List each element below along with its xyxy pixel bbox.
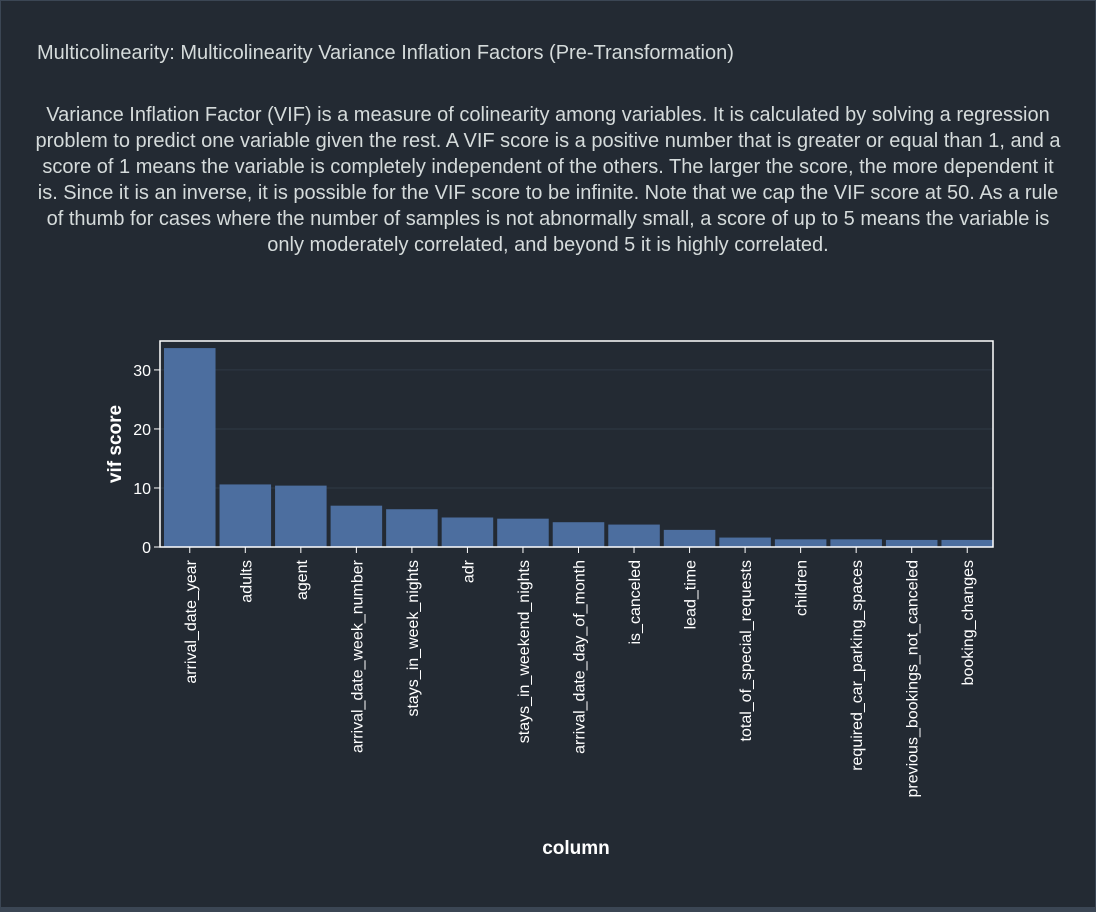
y-tick-label: 30	[133, 363, 151, 380]
x-tick-label: total_of_special_requests	[738, 560, 755, 741]
bars	[164, 348, 993, 547]
panel-description: Variance Inflation Factor (VIF) is a mea…	[35, 104, 1061, 256]
bar-is_canceled	[608, 524, 660, 547]
x-axis: arrival_date_year adults agent arrival_date…	[183, 547, 977, 798]
x-tick-label: stays_in_weekend_nights	[516, 560, 533, 743]
plot-frame	[159, 340, 994, 548]
x-tick-label: required_car_parking_spaces	[849, 560, 866, 771]
bar-adults	[219, 484, 272, 547]
x-axis-title: column	[542, 838, 610, 859]
bar-adr	[441, 517, 494, 547]
bar-stays_in_week_nights	[386, 509, 438, 547]
panel-title: Multicolinearity: Multicolinearity Varia…	[37, 42, 734, 64]
x-tick-label: previous_bookings_not_canceled	[905, 560, 922, 798]
x-tick-label: is_canceled	[627, 560, 644, 645]
bar-previous_bookings_not_canceled	[885, 539, 938, 547]
y-tick-label: 0	[142, 540, 151, 557]
x-tick-label: arrival_date_week_number	[349, 559, 366, 753]
x-tick-label: children	[794, 560, 811, 616]
x-tick-label: adults	[238, 560, 255, 603]
x-tick-label: lead_time	[683, 560, 700, 629]
x-tick-label: adr	[460, 559, 477, 583]
bar-arrival_date_year	[164, 348, 216, 547]
grid-lines	[160, 369, 993, 489]
y-axis: 0 10 20 30	[133, 363, 160, 557]
bar-lead_time	[663, 529, 716, 547]
bar-arrival_date_week_number	[330, 505, 383, 547]
bar-agent	[275, 485, 327, 547]
bar-required_car_parking_spaces	[830, 539, 882, 547]
bar-total_of_special_requests	[719, 537, 771, 547]
x-tick-label: arrival_date_year	[183, 559, 200, 683]
y-tick-label: 20	[133, 422, 151, 439]
bar-stays_in_weekend_nights	[497, 518, 549, 547]
bar-children	[774, 539, 827, 547]
bar-arrival_date_day_of_month	[552, 522, 605, 547]
x-tick-label: arrival_date_day_of_month	[572, 560, 589, 754]
x-tick-label: agent	[294, 559, 311, 600]
y-axis-title: vif score	[105, 405, 126, 483]
x-tick-label: booking_changes	[960, 560, 977, 685]
bar-booking_changes	[941, 539, 993, 547]
y-tick-label: 10	[133, 481, 151, 498]
x-tick-label: stays_in_week_nights	[405, 560, 422, 717]
